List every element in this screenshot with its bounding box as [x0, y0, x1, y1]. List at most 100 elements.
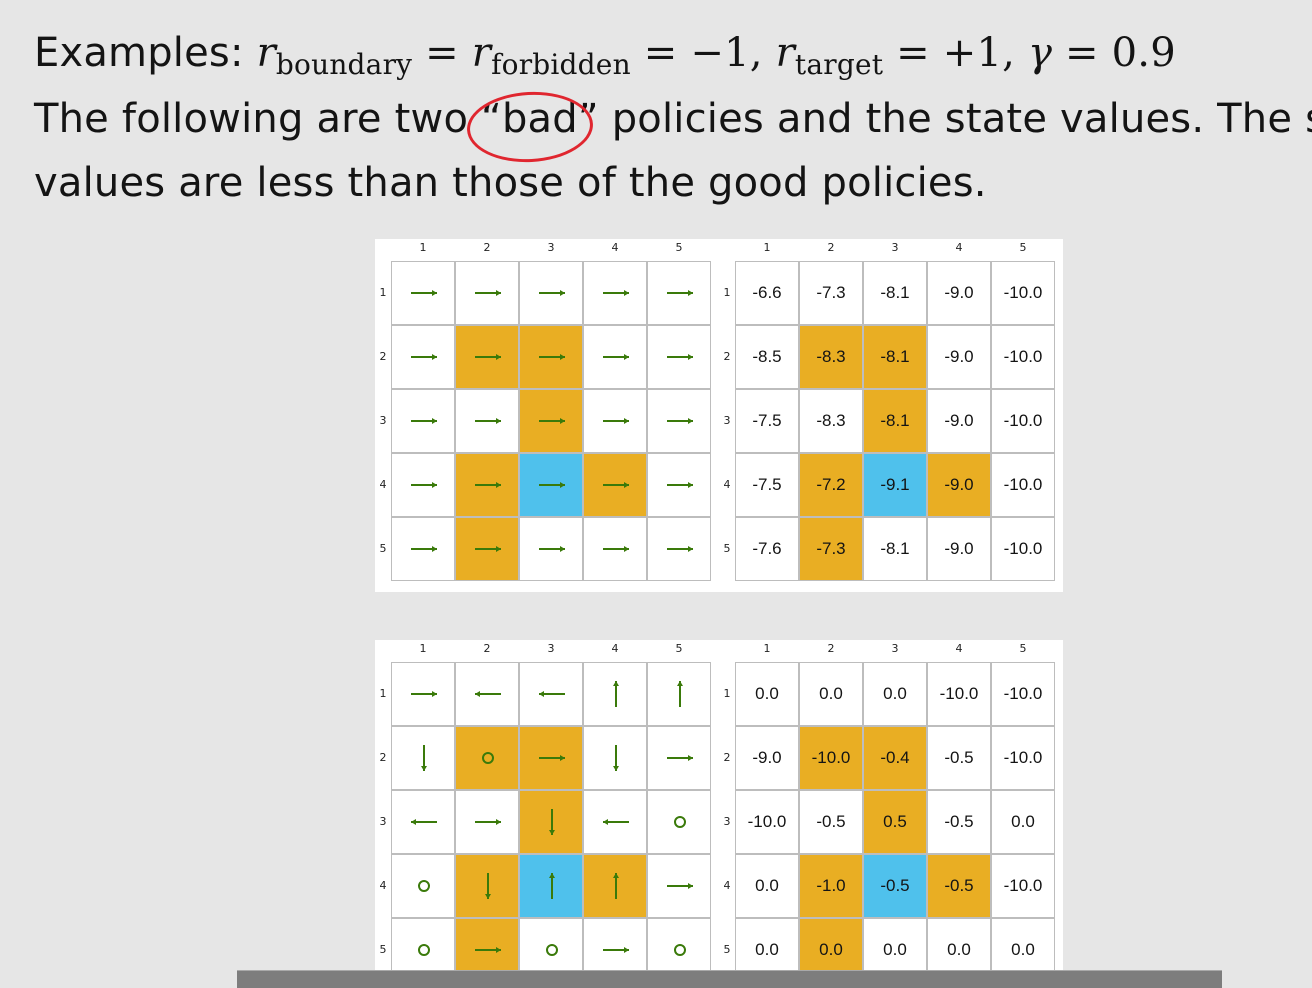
column-header: 4	[611, 642, 619, 655]
arrow-right-icon	[584, 325, 646, 389]
state-value: -10.0	[1003, 475, 1043, 494]
state-value: -10.0	[747, 812, 787, 831]
column-header: 4	[955, 241, 963, 254]
grid-cell	[647, 261, 711, 325]
arrow-right-icon	[520, 325, 582, 389]
description-text-start: The following are two	[34, 96, 482, 142]
grid-cell: 0.0	[735, 662, 799, 726]
forbidden-cell	[455, 325, 519, 389]
forbidden-cell	[519, 790, 583, 854]
state-value: -7.3	[816, 539, 846, 558]
state-value: -9.0	[752, 748, 782, 767]
state-value: -9.0	[944, 283, 974, 302]
state-value: -9.0	[944, 539, 974, 558]
bad-word-text: “bad”	[481, 96, 599, 142]
state-value: 0.0	[755, 940, 779, 959]
state-value: -6.6	[752, 283, 782, 302]
grid-cell	[583, 325, 647, 389]
grid-cell: -8.3	[799, 389, 863, 453]
stay-circle-icon	[392, 854, 454, 918]
grid-cell	[519, 662, 583, 726]
arrow-left-icon	[520, 662, 582, 726]
grid-cell	[391, 662, 455, 726]
arrow-down-icon	[392, 726, 454, 790]
row-header: 2	[723, 751, 731, 764]
state-value: 0.0	[755, 684, 779, 703]
grid-cell: -9.0	[927, 261, 991, 325]
grid-cell	[647, 726, 711, 790]
arrow-right-icon	[584, 389, 646, 453]
description-line-1: The following are two “bad” policies and…	[34, 88, 1312, 166]
arrow-right-icon	[456, 918, 518, 982]
grid-cell: -10.0	[991, 726, 1055, 790]
forbidden-cell: -1.0	[799, 854, 863, 918]
policy-figure-2: 1 2 3 4 5 1 2 3 4 5 1 2 3 4 5 1 2 3 4 5 0.0 0.0 0.0 -10.0 -10.0…	[375, 640, 1063, 987]
row-header: 3	[723, 815, 731, 828]
arrow-right-icon	[584, 918, 646, 982]
row-header: 4	[723, 478, 731, 491]
state-value: -7.3	[816, 283, 846, 302]
target-cell: -9.1	[863, 453, 927, 517]
column-header: 1	[419, 642, 427, 655]
arrow-left-icon	[584, 790, 646, 854]
arrow-right-icon	[456, 517, 518, 581]
grid-cell: -10.0	[991, 389, 1055, 453]
column-header: 3	[891, 241, 899, 254]
grid-cell	[583, 389, 647, 453]
grid-cell: -10.0	[991, 662, 1055, 726]
row-header: 5	[379, 943, 387, 956]
column-header: 5	[675, 241, 683, 254]
grid-cell: -10.0	[991, 517, 1055, 581]
grid-cell: 0.0	[735, 854, 799, 918]
boundary-subscript: boundary	[275, 48, 413, 81]
grid-cell	[583, 790, 647, 854]
state-value: 0.0	[1011, 812, 1035, 831]
row-header: 1	[723, 687, 731, 700]
state-value: -7.6	[752, 539, 782, 558]
grid-cell: -0.5	[799, 790, 863, 854]
row-header: 2	[379, 350, 387, 363]
row-header: 5	[379, 542, 387, 555]
forbidden-cell: -0.4	[863, 726, 927, 790]
arrow-right-icon	[648, 517, 710, 581]
row-header: 3	[723, 414, 731, 427]
grid-cell: -0.5	[927, 726, 991, 790]
forbidden-cell	[455, 453, 519, 517]
grid-cell: 0.0	[991, 790, 1055, 854]
grid-cell	[391, 726, 455, 790]
stay-circle-icon	[392, 918, 454, 982]
arrow-right-icon	[392, 261, 454, 325]
arrow-down-icon	[456, 854, 518, 918]
r-symbol: r	[256, 30, 276, 76]
arrow-right-icon	[648, 453, 710, 517]
column-header: 2	[483, 642, 491, 655]
arrow-down-icon	[584, 726, 646, 790]
equals-sign: =	[896, 30, 930, 76]
column-header: 3	[891, 642, 899, 655]
forbidden-cell: -8.1	[863, 389, 927, 453]
state-value: -9.0	[944, 411, 974, 430]
state-value: 0.0	[883, 684, 907, 703]
grid-cell: -7.6	[735, 517, 799, 581]
target-cell: -0.5	[863, 854, 927, 918]
video-caption-bar	[237, 970, 1222, 988]
arrow-right-icon	[648, 726, 710, 790]
grid-cell: -7.5	[735, 389, 799, 453]
column-header: 4	[611, 241, 619, 254]
arrow-down-icon	[520, 790, 582, 854]
equals-sign: =	[425, 30, 459, 76]
arrow-right-icon	[520, 726, 582, 790]
grid-cell	[455, 261, 519, 325]
arrow-right-icon	[584, 517, 646, 581]
arrow-right-icon	[456, 325, 518, 389]
state-value: -10.0	[1003, 347, 1043, 366]
state-value: -8.3	[816, 411, 846, 430]
grid-cell	[647, 854, 711, 918]
grid-cell: -9.0	[735, 726, 799, 790]
forbidden-cell	[519, 325, 583, 389]
state-value: -0.5	[944, 876, 974, 895]
grid-cell	[647, 662, 711, 726]
forbidden-cell: -7.2	[799, 453, 863, 517]
column-header: 2	[827, 241, 835, 254]
arrow-up-icon	[648, 662, 710, 726]
